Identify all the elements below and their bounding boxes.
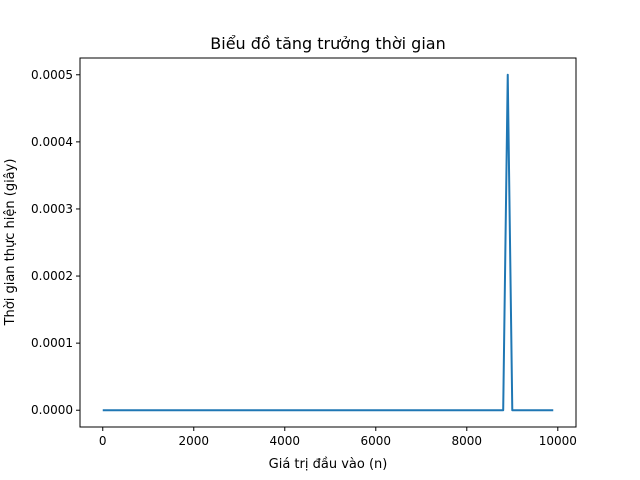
plot-frame xyxy=(79,57,577,428)
series-line-0 xyxy=(102,73,554,412)
y-tick-label-5: 0.0005 xyxy=(31,68,73,82)
x-tick-label-4: 8000 xyxy=(452,434,483,448)
x-tick-label-5: 10000 xyxy=(539,434,577,448)
x-axis-label: Giá trị đầu vào (n) xyxy=(269,457,388,472)
x-tick-label-0: 0 xyxy=(99,434,107,448)
y-tick-label-4: 0.0004 xyxy=(31,135,73,149)
x-tick-label-2: 4000 xyxy=(269,434,300,448)
plot-area: 0 2000 4000 6000 8000 10000 0.0000 0.0001 0.0002… xyxy=(31,57,577,448)
y-tick-label-2: 0.0002 xyxy=(31,269,73,283)
x-tick-label-1: 2000 xyxy=(178,434,209,448)
chart-title: Biểu đồ tăng trưởng thời gian xyxy=(210,34,445,53)
y-axis-label: Thời gian thực hiện (giây) xyxy=(3,159,18,327)
y-tick-label-3: 0.0003 xyxy=(31,202,73,216)
x-tick-label-3: 6000 xyxy=(361,434,392,448)
y-tick-label-0: 0.0000 xyxy=(31,403,73,417)
y-tick-label-1: 0.0001 xyxy=(31,336,73,350)
